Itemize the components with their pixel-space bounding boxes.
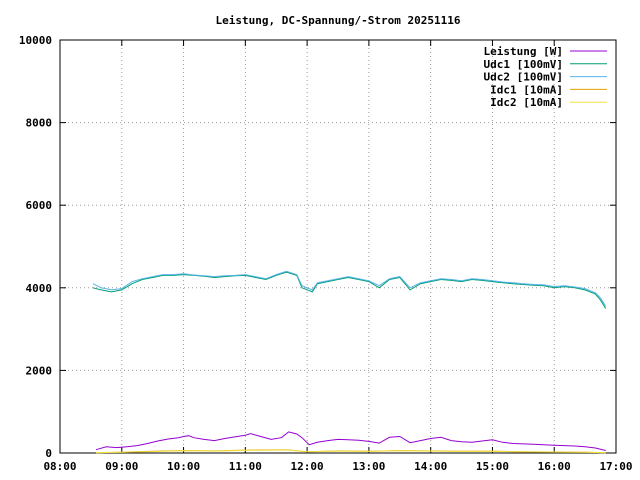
legend-label: Udc1 [100mV] — [484, 58, 563, 71]
y-tick-label: 0 — [45, 447, 52, 460]
y-tick-label: 8000 — [26, 117, 53, 130]
x-tick-label: 16:00 — [538, 460, 571, 473]
x-tick-label: 08:00 — [43, 460, 76, 473]
legend-label: Idc1 [10mA] — [490, 83, 563, 96]
x-tick-label: 12:00 — [291, 460, 324, 473]
x-tick-label: 09:00 — [105, 460, 138, 473]
series-lines — [92, 270, 607, 454]
y-tick-label: 10000 — [19, 34, 52, 47]
legend: Leistung [W]Udc1 [100mV]Udc2 [100mV]Idc1… — [484, 45, 607, 109]
x-tick-label: 14:00 — [414, 460, 447, 473]
legend-label: Udc2 [100mV] — [484, 71, 563, 84]
plot-frame — [59, 39, 617, 454]
series-line — [92, 270, 607, 307]
y-tick-label: 2000 — [26, 364, 53, 377]
series-line — [95, 431, 606, 451]
y-tick-label: 4000 — [26, 282, 53, 295]
grid — [60, 40, 616, 453]
x-tick-label: 10:00 — [167, 460, 200, 473]
y-tick-label: 6000 — [26, 199, 53, 212]
x-tick-label: 17:00 — [599, 460, 632, 473]
series-line — [95, 449, 606, 454]
series-line — [92, 271, 607, 309]
chart-title: Leistung, DC-Spannung/-Strom 20251116 — [215, 14, 460, 27]
x-tick-label: 15:00 — [476, 460, 509, 473]
y-axis: 0 2000 4000 6000 8000 10000 — [19, 34, 616, 460]
legend-label: Idc2 [10mA] — [490, 96, 563, 109]
x-tick-label: 11:00 — [229, 460, 262, 473]
x-tick-label: 13:00 — [352, 460, 385, 473]
legend-label: Leistung [W] — [484, 45, 563, 58]
